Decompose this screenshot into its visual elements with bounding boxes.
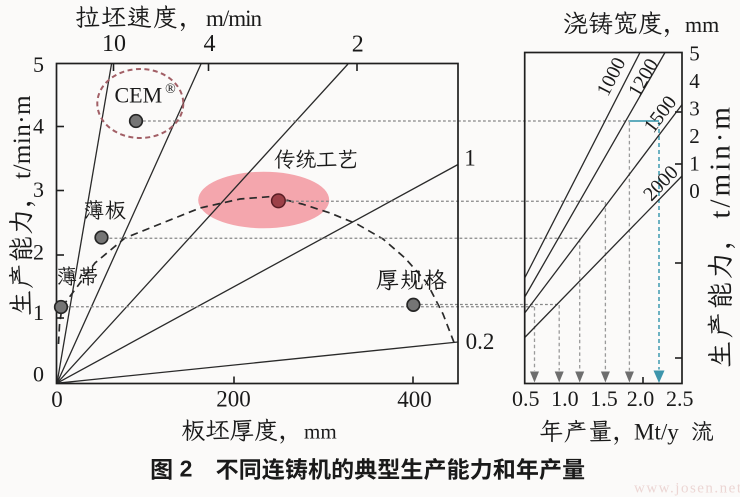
svg-text:4: 4 <box>33 113 44 138</box>
svg-text:mm: mm <box>685 12 719 37</box>
svg-text:3: 3 <box>33 177 44 202</box>
svg-text:400: 400 <box>397 387 432 412</box>
svg-text:2.0: 2.0 <box>627 386 655 411</box>
svg-text:®: ® <box>165 82 176 97</box>
svg-text:4: 4 <box>204 31 216 57</box>
svg-text:mm: mm <box>304 420 337 444</box>
svg-text:5: 5 <box>33 52 44 77</box>
svg-text:1.5: 1.5 <box>590 386 618 411</box>
svg-text:t/min·m: t/min·m <box>705 104 737 218</box>
svg-text:0: 0 <box>33 361 44 386</box>
svg-text:3: 3 <box>689 96 700 120</box>
svg-text:2: 2 <box>689 124 700 148</box>
svg-text:0.5: 0.5 <box>512 386 540 411</box>
svg-text:1.0: 1.0 <box>551 386 579 411</box>
svg-text:0: 0 <box>689 179 700 203</box>
svg-text:CEM: CEM <box>115 83 163 108</box>
svg-text:1: 1 <box>33 300 44 325</box>
svg-text:5: 5 <box>689 41 700 65</box>
svg-text:t/min·m: t/min·m <box>9 95 36 179</box>
svg-text:1: 1 <box>464 146 476 171</box>
svg-text:www.josen.net: www.josen.net <box>634 481 740 497</box>
svg-text:2.5: 2.5 <box>666 386 694 411</box>
svg-text:1: 1 <box>689 151 700 175</box>
svg-text:2: 2 <box>352 31 364 57</box>
svg-text:0.2: 0.2 <box>466 329 495 354</box>
svg-text:4: 4 <box>689 69 700 93</box>
svg-text:0: 0 <box>51 387 63 412</box>
svg-text:Mt/y: Mt/y <box>634 419 679 444</box>
svg-text:200: 200 <box>216 387 251 412</box>
svg-text:m/min: m/min <box>206 6 263 31</box>
svg-text:2: 2 <box>33 239 44 264</box>
svg-text:10: 10 <box>102 31 126 57</box>
svg-text:2: 2 <box>180 456 193 482</box>
